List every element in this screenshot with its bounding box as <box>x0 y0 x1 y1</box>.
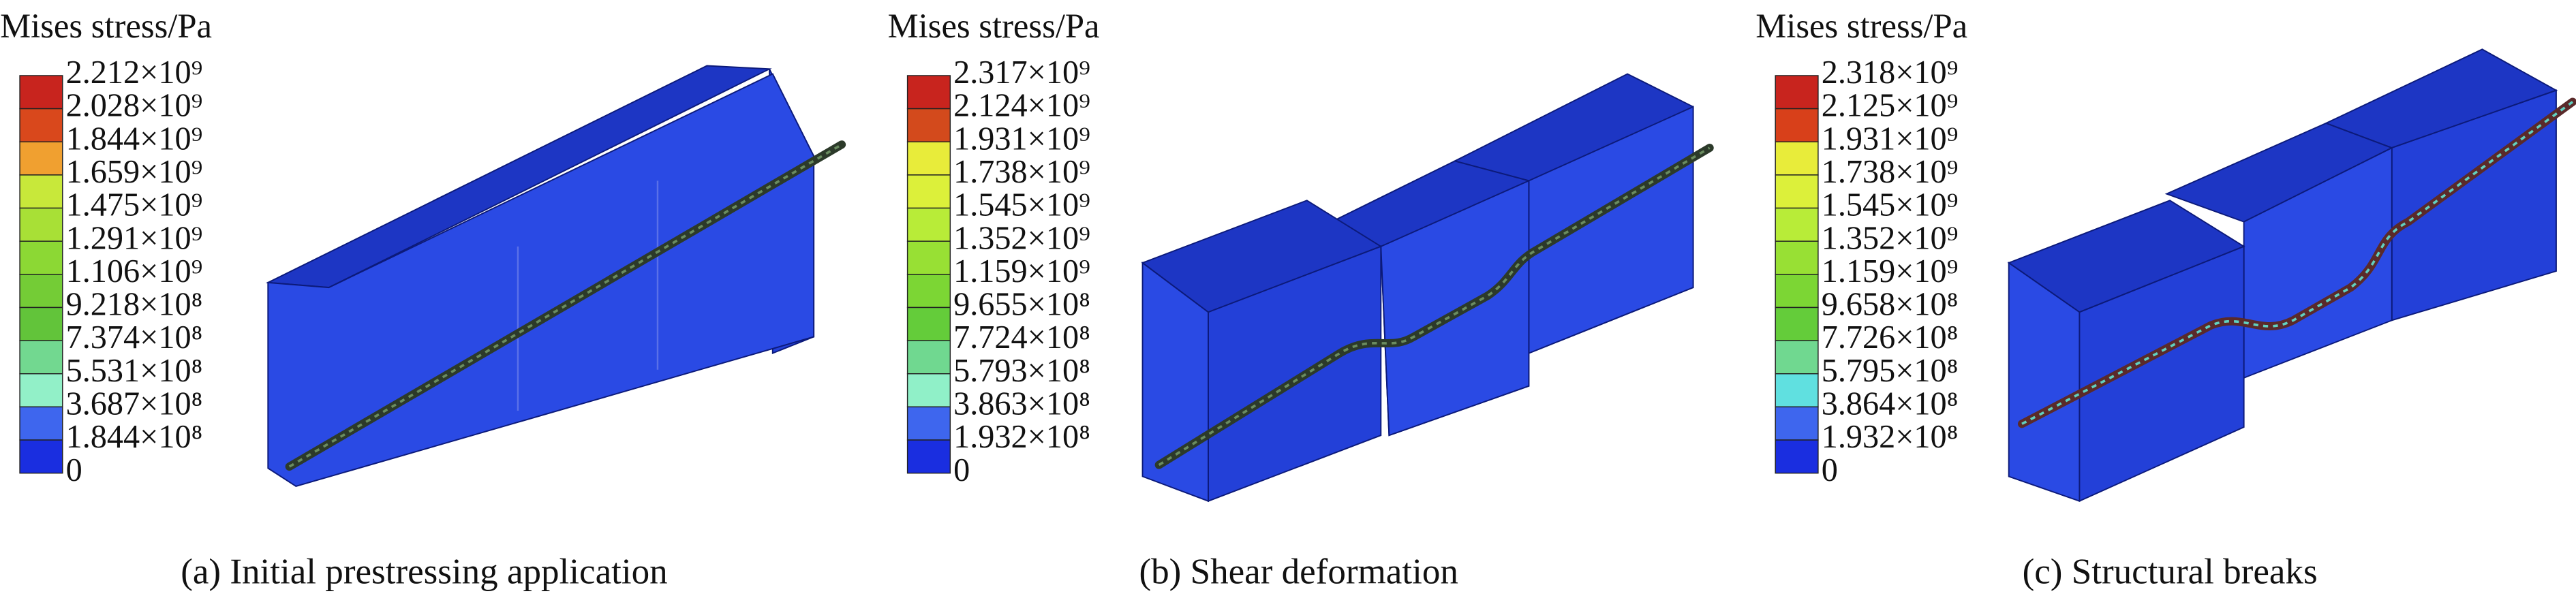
legend-label: 1.159×10⁹ <box>1822 253 1959 289</box>
legend-cell <box>1775 373 1819 408</box>
legend-label: 1.545×10⁹ <box>1822 187 1959 223</box>
legend-cell <box>1775 75 1819 110</box>
legend-cell <box>906 306 951 341</box>
model-c <box>2007 48 2576 503</box>
model-b <box>1141 73 1714 503</box>
legend-cell <box>906 75 951 110</box>
legend-cell <box>1775 108 1819 142</box>
legend-label: 1.932×10⁸ <box>1822 419 1959 455</box>
legend-label: 5.531×10⁸ <box>66 353 203 389</box>
legend-label: 9.218×10⁸ <box>66 287 203 323</box>
legend-label: 1.932×10⁸ <box>953 419 1090 455</box>
legend-cell <box>19 141 63 176</box>
caption: (c) Structural breaks <box>2023 552 2318 591</box>
legend-cell <box>906 207 951 242</box>
legend-label: 1.738×10⁹ <box>953 154 1090 190</box>
legend-label: 5.793×10⁸ <box>953 353 1090 389</box>
legend-cell <box>19 240 63 275</box>
legend-label: 1.545×10⁹ <box>953 187 1090 223</box>
legend-label: 0 <box>66 452 82 488</box>
legend-cell <box>1775 340 1819 375</box>
legend-cell <box>19 174 63 209</box>
legend-label: 9.658×10⁸ <box>1822 287 1959 323</box>
legend-cell <box>1775 306 1819 341</box>
legend-label: 3.864×10⁸ <box>1822 385 1959 422</box>
legend-label: 1.352×10⁹ <box>953 220 1090 256</box>
legend-label: 1.844×10⁹ <box>66 121 203 157</box>
model-a <box>265 65 846 488</box>
legend-label: 7.724×10⁸ <box>953 319 1090 356</box>
legend-label: 2.125×10⁹ <box>1822 88 1959 124</box>
legend-label: 2.317×10⁹ <box>953 54 1090 91</box>
legend: Mises stress/Pa 2.317×10⁹2.124×10⁹1.931×1… <box>888 7 1100 488</box>
legend-cell <box>906 406 951 441</box>
legend-cell <box>19 306 63 341</box>
legend-label: 1.159×10⁹ <box>953 253 1090 289</box>
legend: Mises stress/Pa 2.318×10⁹2.125×10⁹1.931×1… <box>1755 7 1967 488</box>
legend-cell <box>906 141 951 176</box>
legend-cell <box>19 439 63 474</box>
legend-label: 1.475×10⁹ <box>66 187 203 223</box>
legend-cell <box>1775 174 1819 209</box>
legend-label: 5.795×10⁸ <box>1822 353 1959 389</box>
legend-cell <box>19 340 63 375</box>
legend-cell <box>19 207 63 242</box>
legend-cell <box>1775 406 1819 441</box>
legend-label: 1.844×10⁸ <box>66 419 203 455</box>
legend-cell <box>906 174 951 209</box>
legend-cell <box>19 75 63 110</box>
legend-cell <box>1775 207 1819 242</box>
caption: (b) Shear deformation <box>1139 552 1458 591</box>
legend-label: 0 <box>953 452 970 488</box>
legend-cell <box>906 274 951 309</box>
legend-cell <box>906 340 951 375</box>
caption: (a) Initial prestressing application <box>181 552 667 591</box>
legend-label: 3.863×10⁸ <box>953 385 1090 422</box>
legend-cell <box>19 108 63 142</box>
legend-title: Mises stress/Pa <box>888 7 1100 45</box>
legend-cell <box>1775 141 1819 176</box>
legend-cell <box>19 373 63 408</box>
legend-label: 1.291×10⁹ <box>66 220 203 256</box>
legend-cell <box>906 439 951 474</box>
legend-label: 3.687×10⁸ <box>66 385 203 422</box>
legend-cell <box>1775 274 1819 309</box>
legend-label: 9.655×10⁸ <box>953 287 1090 323</box>
legend-cell <box>906 108 951 142</box>
legend-cell <box>906 373 951 408</box>
legend-label: 2.212×10⁹ <box>66 54 203 91</box>
legend-title: Mises stress/Pa <box>1755 7 1967 45</box>
legend-label: 7.374×10⁸ <box>66 319 203 356</box>
legend-cell <box>19 406 63 441</box>
legend-label: 2.028×10⁹ <box>66 88 203 124</box>
legend-label: 1.931×10⁹ <box>1822 121 1959 157</box>
legend-label: 1.738×10⁹ <box>1822 154 1959 190</box>
legend-label: 0 <box>1822 452 1838 488</box>
legend-label: 1.106×10⁹ <box>66 253 203 289</box>
legend-label: 1.931×10⁹ <box>953 121 1090 157</box>
legend-label: 2.318×10⁹ <box>1822 54 1959 91</box>
legend-cell <box>906 240 951 275</box>
legend-label: 7.726×10⁸ <box>1822 319 1959 356</box>
legend-title: Mises stress/Pa <box>0 7 212 45</box>
legend: Mises stress/Pa2.212×10⁹2.028×10⁹1.844×1… <box>0 7 212 488</box>
legend-cell <box>19 274 63 309</box>
legend-cell <box>1775 240 1819 275</box>
legend-label: 2.124×10⁹ <box>953 88 1090 124</box>
legend-label: 1.659×10⁹ <box>66 154 203 190</box>
legend-cell <box>1775 439 1819 474</box>
legend-label: 1.352×10⁹ <box>1822 220 1959 256</box>
